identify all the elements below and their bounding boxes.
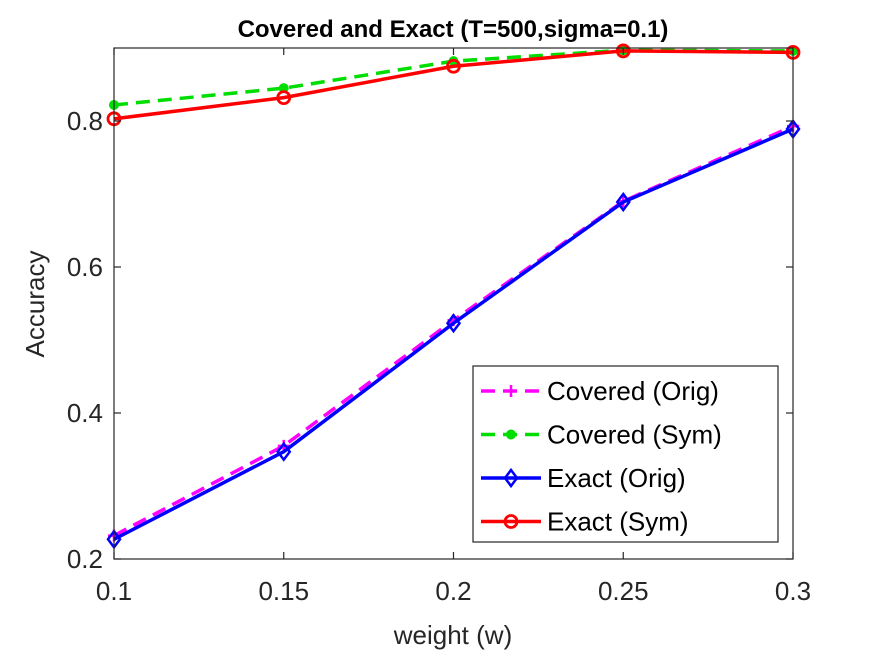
circle-marker: [503, 514, 519, 529]
legend-label: Exact (Orig): [547, 463, 686, 493]
legend-label: Covered (Sym): [547, 420, 722, 450]
diamond-marker: [276, 441, 292, 462]
x-tick-label: 0.15: [258, 576, 309, 606]
series-line: [113, 127, 794, 541]
legend-entry: Exact (Orig): [481, 463, 686, 493]
x-tick-label: 0.25: [598, 576, 649, 606]
y-tick-label: 0.6: [67, 252, 103, 282]
chart-title: Covered and Exact (T=500,sigma=0.1): [238, 16, 669, 43]
diamond-marker: [615, 191, 631, 213]
x-tick-label: 0.2: [435, 576, 471, 606]
series-line: [113, 49, 794, 121]
dot-marker: [506, 429, 516, 440]
x-tick-label: 0.1: [96, 576, 132, 606]
y-tick-label: 0.4: [67, 398, 103, 428]
diamond-marker: [503, 467, 519, 489]
legend-box: [472, 365, 779, 543]
circle-marker: [615, 43, 631, 59]
legend-entry: Covered (Orig): [481, 376, 719, 406]
legend-label: Covered (Orig): [547, 376, 719, 406]
y-tick-label: 0.8: [67, 106, 103, 136]
x-axis-label: weight (w): [393, 620, 512, 650]
legend-label: Exact (Sym): [547, 507, 689, 537]
circle-marker: [276, 90, 292, 106]
legend-entry: Exact (Sym): [481, 507, 689, 537]
legend-entry: Covered (Sym): [481, 420, 722, 450]
series-exact-sym: [106, 43, 801, 127]
x-tick-label: 0.3: [775, 576, 811, 606]
diamond-marker: [445, 313, 462, 334]
y-axis-label: Accuracy: [20, 251, 50, 358]
plus-marker: [505, 385, 517, 397]
circle-marker: [446, 58, 461, 74]
y-tick-label: 0.2: [67, 544, 103, 574]
